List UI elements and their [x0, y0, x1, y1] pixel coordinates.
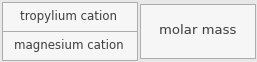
Bar	[141, 4, 255, 58]
Text: tropylium cation: tropylium cation	[20, 10, 117, 23]
Bar	[2, 2, 137, 60]
Text: molar mass: molar mass	[159, 24, 236, 38]
Text: magnesium cation: magnesium cation	[14, 39, 124, 52]
